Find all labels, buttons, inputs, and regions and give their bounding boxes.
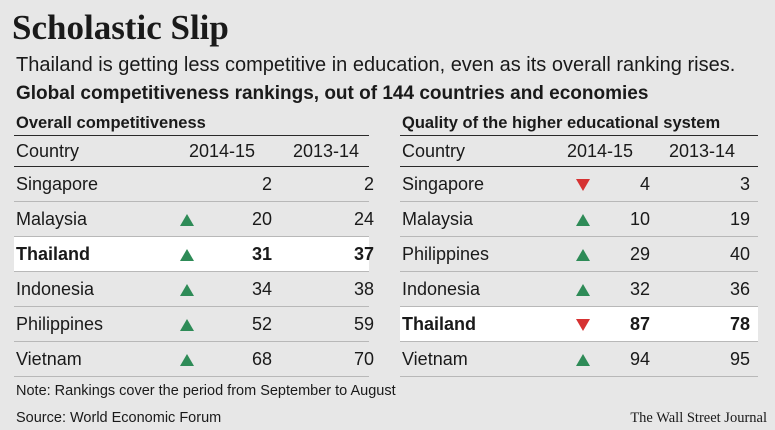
rank-2014-15-cell: 94 [629,349,650,369]
column-header-2014-15: 2014-15 [566,141,634,161]
country-cell: Philippines [16,314,104,334]
higher-education-quality-table: Quality of the higher educational system… [400,112,758,377]
rank-2014-15-cell: 2 [261,174,272,194]
footnote: Note: Rankings cover the period from Sep… [16,383,396,399]
rank-2014-15-cell: 32 [629,279,650,299]
country-cell: Thailand [402,314,477,334]
table-row: Vietnam 94 95 [400,342,758,377]
column-header-2014-15: 2014-15 [188,141,256,161]
rank-2014-15-cell: 4 [639,174,650,194]
rank-2013-14-cell: 24 [353,209,374,229]
triangle-up-icon [180,214,194,226]
rank-2013-14-cell: 2 [363,174,374,194]
table-row: Philippines 29 40 [400,237,758,272]
table-row: Malaysia 10 19 [400,202,758,237]
rank-2013-14-cell: 59 [353,314,374,334]
rank-2013-14-cell: 3 [739,174,750,194]
column-header-2013-14: 2013-14 [292,141,360,161]
country-cell: Indonesia [16,279,95,299]
triangle-up-icon [180,354,194,366]
table-row: Indonesia 32 36 [400,272,758,307]
column-header-country: Country [16,141,80,161]
table-row: Vietnam 68 70 [14,342,374,377]
rank-2013-14-cell: 78 [729,314,750,334]
country-cell: Malaysia [402,209,474,229]
rank-2013-14-cell: 36 [729,279,750,299]
table-row: Thailand 87 78 [400,307,758,342]
table-header-row: Country 2014-15 2013-14 [14,136,369,167]
table-row: Singapore 2 2 [14,167,374,202]
triangle-up-icon [576,284,590,296]
column-header-2013-14: 2013-14 [668,141,736,161]
triangle-down-icon [576,179,590,191]
country-cell: Philippines [402,244,490,264]
chart-title: Scholastic Slip [12,8,229,47]
table-heading: Global competitiveness rankings, out of … [16,83,649,104]
table-row: Indonesia 34 38 [14,272,374,307]
rank-2013-14-cell: 37 [353,244,374,264]
rank-2014-15-cell: 31 [251,244,272,264]
column-header-country: Country [402,141,466,161]
rank-2014-15-cell: 68 [251,349,272,369]
publisher-credit: The Wall Street Journal [630,410,767,426]
rank-2014-15-cell: 34 [251,279,272,299]
triangle-up-icon [180,319,194,331]
triangle-up-icon [576,249,590,261]
rank-2014-15-cell: 52 [251,314,272,334]
table-row: Malaysia 20 24 [14,202,374,237]
rank-2014-15-cell: 10 [629,209,650,229]
country-cell: Thailand [16,244,91,264]
triangle-down-icon [576,319,590,331]
table-body: Singapore 4 3 Malaysia 10 19 Philippines 29 40 In… [400,167,758,377]
triangle-up-icon [180,249,194,261]
table-header-row: Country 2014-15 2013-14 [400,136,758,167]
country-cell: Vietnam [402,349,468,369]
rank-2013-14-cell: 70 [353,349,374,369]
triangle-up-icon [180,284,194,296]
country-cell: Malaysia [16,209,88,229]
table-row: Singapore 4 3 [400,167,758,202]
overall-competitiveness-table: Overall competitiveness Country 2014-15 … [14,112,374,377]
country-cell: Singapore [16,174,99,194]
table-title: Overall competitiveness [14,112,369,136]
country-cell: Vietnam [16,349,82,369]
table-title: Quality of the higher educational system [400,112,758,136]
country-cell: Singapore [402,174,485,194]
rank-2014-15-cell: 29 [629,244,650,264]
rank-2013-14-cell: 40 [729,244,750,264]
table-row: Philippines 52 59 [14,307,374,342]
rank-2013-14-cell: 19 [729,209,750,229]
source-line: Source: World Economic Forum [16,410,222,426]
rank-2014-15-cell: 87 [629,314,650,334]
chart-subtitle: Thailand is getting less competitive in … [16,54,736,76]
table-body: Singapore 2 2 Malaysia 20 24 Thailand 31 37 Indon… [14,167,374,377]
country-cell: Indonesia [402,279,481,299]
rank-2013-14-cell: 95 [729,349,750,369]
table-row: Thailand 31 37 [14,237,374,272]
rank-2013-14-cell: 38 [353,279,374,299]
triangle-up-icon [576,354,590,366]
triangle-up-icon [576,214,590,226]
rank-2014-15-cell: 20 [251,209,272,229]
